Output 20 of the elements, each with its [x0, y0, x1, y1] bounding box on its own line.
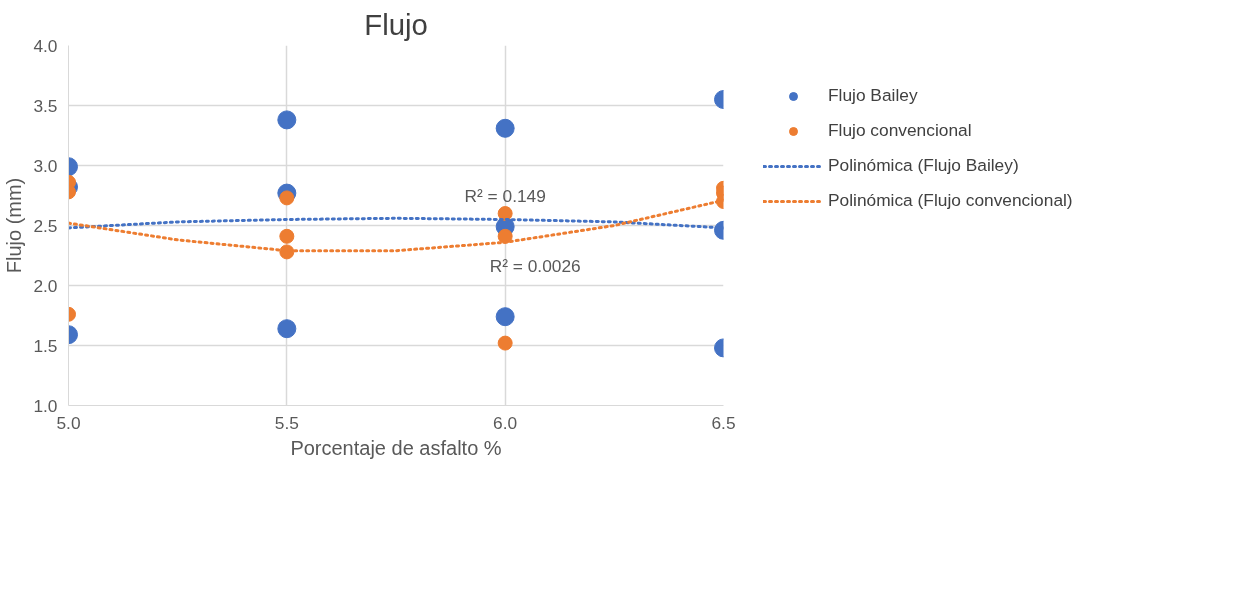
legend-label: Polinómica (Flujo Bailey): [828, 155, 1019, 176]
y-tick-label: 1.5: [33, 335, 58, 356]
y-tick-label: 1.0: [33, 395, 58, 416]
annotation: R² = 0.0026: [489, 256, 581, 277]
annotation: R² = 0.149: [464, 185, 546, 206]
legend-label: Flujo convencional: [828, 120, 972, 141]
legend-label: Flujo Bailey: [828, 85, 918, 106]
x-axis-title: Porcentaje de asfalto %: [290, 436, 502, 459]
y-tick-label: 2.0: [33, 275, 58, 296]
y-tick-label: 3.5: [33, 95, 58, 116]
y-axis-title: Flujo (mm): [3, 177, 26, 274]
y-tick-label: 2.5: [33, 215, 58, 236]
x-tick-label: 5.0: [56, 412, 81, 433]
y-tick-label: 3.0: [33, 155, 58, 176]
x-tick-label: 5.5: [274, 412, 299, 433]
x-tick-label: 6.5: [711, 412, 736, 433]
x-tick-label: 6.0: [493, 412, 518, 433]
legend-label: Polinómica (Flujo convencional): [828, 190, 1073, 211]
y-tick-label: 4.0: [33, 35, 58, 56]
chart-title: Flujo: [364, 7, 428, 41]
